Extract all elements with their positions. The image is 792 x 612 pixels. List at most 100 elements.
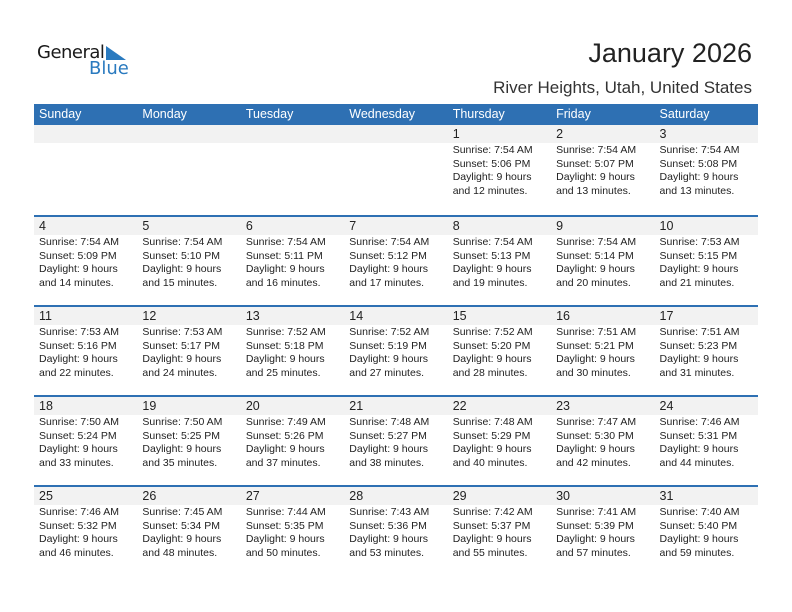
daylight-text: and 21 minutes.: [659, 276, 735, 289]
sunrise-text: Sunrise: 7:43 AM: [349, 506, 430, 518]
day-info: Sunrise: 7:54 AM Sunset: 5:07 PM Daylight:…: [551, 143, 654, 198]
sunset-text: Sunset: 5:11 PM: [245, 249, 323, 262]
day-number: 13: [240, 307, 345, 325]
daylight-text: and 19 minutes.: [452, 276, 528, 289]
sunrise-text: Sunrise: 7:54 AM: [556, 144, 637, 156]
daylight-text: Daylight: 9 hours: [556, 443, 635, 455]
day-info: Sunrise: 7:49 AM Sunset: 5:26 PM Daylight:…: [241, 415, 344, 470]
day-cell: 7 Sunrise: 7:54 AM Sunset: 5:12 PM Daylight…: [344, 217, 448, 305]
day-info: Sunrise: 7:50 AM Sunset: 5:25 PM Daylight:…: [137, 415, 240, 470]
sunset-text: Sunset: 5:23 PM: [659, 339, 738, 352]
daylight-text: and 27 minutes.: [349, 366, 424, 379]
day-cell: 26 Sunrise: 7:45 AM Sunset: 5:34 PM Dayligh…: [137, 487, 241, 575]
sunrise-text: Sunrise: 7:44 AM: [245, 506, 326, 518]
day-cell: 2 Sunrise: 7:54 AM Sunset: 5:07 PM Daylight…: [551, 125, 655, 215]
day-info: Sunrise: 7:51 AM Sunset: 5:21 PM Daylight:…: [551, 325, 654, 380]
daylight-text: and 50 minutes.: [245, 546, 321, 559]
daylight-text: and 38 minutes.: [349, 456, 424, 469]
day-info: Sunrise: 7:54 AM Sunset: 5:10 PM Daylight:…: [137, 235, 240, 290]
sunrise-text: Sunrise: 7:46 AM: [659, 416, 740, 428]
general-blue-logo: General Blue: [37, 42, 137, 82]
day-info: Sunrise: 7:43 AM Sunset: 5:36 PM Daylight:…: [344, 505, 447, 560]
daylight-text: and 17 minutes.: [349, 276, 424, 289]
day-cell: 18 Sunrise: 7:50 AM Sunset: 5:24 PM Dayligh…: [34, 397, 138, 485]
daylight-text: and 53 minutes.: [349, 546, 424, 559]
day-number: 18: [34, 397, 138, 415]
sunrise-text: Sunrise: 7:54 AM: [659, 144, 740, 156]
daylight-text: and 16 minutes.: [245, 276, 321, 289]
daylight-text: and 44 minutes.: [659, 456, 735, 469]
day-info: Sunrise: 7:54 AM Sunset: 5:06 PM Daylight:…: [448, 143, 551, 198]
day-info: Sunrise: 7:53 AM Sunset: 5:16 PM Daylight:…: [34, 325, 137, 380]
day-info: Sunrise: 7:54 AM Sunset: 5:13 PM Daylight:…: [448, 235, 551, 290]
sunrise-text: Sunrise: 7:54 AM: [349, 236, 430, 248]
sunrise-text: Sunrise: 7:53 AM: [142, 326, 223, 338]
sunrise-text: Sunrise: 7:41 AM: [556, 506, 637, 518]
daylight-text: Daylight: 9 hours: [452, 443, 532, 455]
day-number: 8: [447, 217, 552, 235]
daylight-text: Daylight: 9 hours: [39, 263, 118, 275]
empty-day-cell: [344, 125, 448, 215]
weekday-monday: Monday: [142, 107, 187, 121]
day-number: 17: [654, 307, 758, 325]
sunset-text: Sunset: 5:31 PM: [659, 429, 738, 442]
day-number: [240, 125, 345, 143]
daylight-text: and 35 minutes.: [142, 456, 218, 469]
daylight-text: and 40 minutes.: [452, 456, 528, 469]
sunset-text: Sunset: 5:27 PM: [349, 429, 427, 442]
daylight-text: Daylight: 9 hours: [142, 533, 222, 545]
daylight-text: Daylight: 9 hours: [556, 263, 635, 275]
day-info: Sunrise: 7:48 AM Sunset: 5:27 PM Daylight:…: [344, 415, 447, 470]
daylight-text: and 42 minutes.: [556, 456, 631, 469]
day-cell: 9 Sunrise: 7:54 AM Sunset: 5:14 PM Daylight…: [551, 217, 655, 305]
day-number: 12: [137, 307, 241, 325]
sunrise-text: Sunrise: 7:52 AM: [245, 326, 326, 338]
daylight-text: and 22 minutes.: [39, 366, 114, 379]
weekday-friday: Friday: [556, 107, 591, 121]
day-number: [34, 125, 138, 143]
day-cell: 11 Sunrise: 7:53 AM Sunset: 5:16 PM Dayligh…: [34, 307, 138, 395]
sunset-text: Sunset: 5:40 PM: [659, 519, 738, 532]
sunrise-text: Sunrise: 7:54 AM: [452, 236, 533, 248]
day-cell: 23 Sunrise: 7:47 AM Sunset: 5:30 PM Dayligh…: [551, 397, 655, 485]
weekday-thursday: Thursday: [452, 107, 505, 121]
day-number: 2: [551, 125, 655, 143]
day-info: Sunrise: 7:46 AM Sunset: 5:31 PM Daylight:…: [655, 415, 758, 470]
sunrise-text: Sunrise: 7:50 AM: [39, 416, 119, 428]
sunrise-text: Sunrise: 7:52 AM: [349, 326, 430, 338]
daylight-text: Daylight: 9 hours: [659, 263, 739, 275]
daylight-text: and 30 minutes.: [556, 366, 631, 379]
day-number: 5: [137, 217, 241, 235]
weekday-header: Sunday Monday Tuesday Wednesday Thursday Frid…: [34, 104, 758, 125]
daylight-text: Daylight: 9 hours: [349, 353, 429, 365]
sunset-text: Sunset: 5:21 PM: [556, 339, 634, 352]
daylight-text: Daylight: 9 hours: [39, 533, 118, 545]
daylight-text: Daylight: 9 hours: [349, 533, 429, 545]
day-cell: 29 Sunrise: 7:42 AM Sunset: 5:37 PM Dayligh…: [447, 487, 552, 575]
day-number: 25: [34, 487, 138, 505]
sunrise-text: Sunrise: 7:47 AM: [556, 416, 637, 428]
day-cell: 8 Sunrise: 7:54 AM Sunset: 5:13 PM Daylight…: [447, 217, 552, 305]
daylight-text: Daylight: 9 hours: [39, 353, 118, 365]
day-number: 30: [551, 487, 655, 505]
sunset-text: Sunset: 5:30 PM: [556, 429, 634, 442]
day-number: 4: [34, 217, 138, 235]
daylight-text: and 13 minutes.: [659, 184, 735, 197]
sunrise-text: Sunrise: 7:40 AM: [659, 506, 740, 518]
daylight-text: and 59 minutes.: [659, 546, 735, 559]
day-info: Sunrise: 7:52 AM Sunset: 5:20 PM Daylight:…: [448, 325, 551, 380]
sunset-text: Sunset: 5:18 PM: [245, 339, 324, 352]
logo-text-general: General: [37, 42, 105, 63]
day-info: Sunrise: 7:52 AM Sunset: 5:18 PM Daylight:…: [241, 325, 344, 380]
sunset-text: Sunset: 5:24 PM: [39, 429, 117, 442]
day-number: 15: [447, 307, 552, 325]
weekday-saturday: Saturday: [659, 107, 710, 121]
daylight-text: Daylight: 9 hours: [556, 353, 635, 365]
day-info: Sunrise: 7:54 AM Sunset: 5:12 PM Daylight:…: [344, 235, 447, 290]
empty-day-cell: [34, 125, 138, 215]
day-number: 22: [447, 397, 552, 415]
day-number: 23: [551, 397, 655, 415]
day-cell: 31 Sunrise: 7:40 AM Sunset: 5:40 PM Dayligh…: [654, 487, 758, 575]
weekday-sunday: Sunday: [39, 107, 82, 121]
sunrise-text: Sunrise: 7:51 AM: [659, 326, 740, 338]
